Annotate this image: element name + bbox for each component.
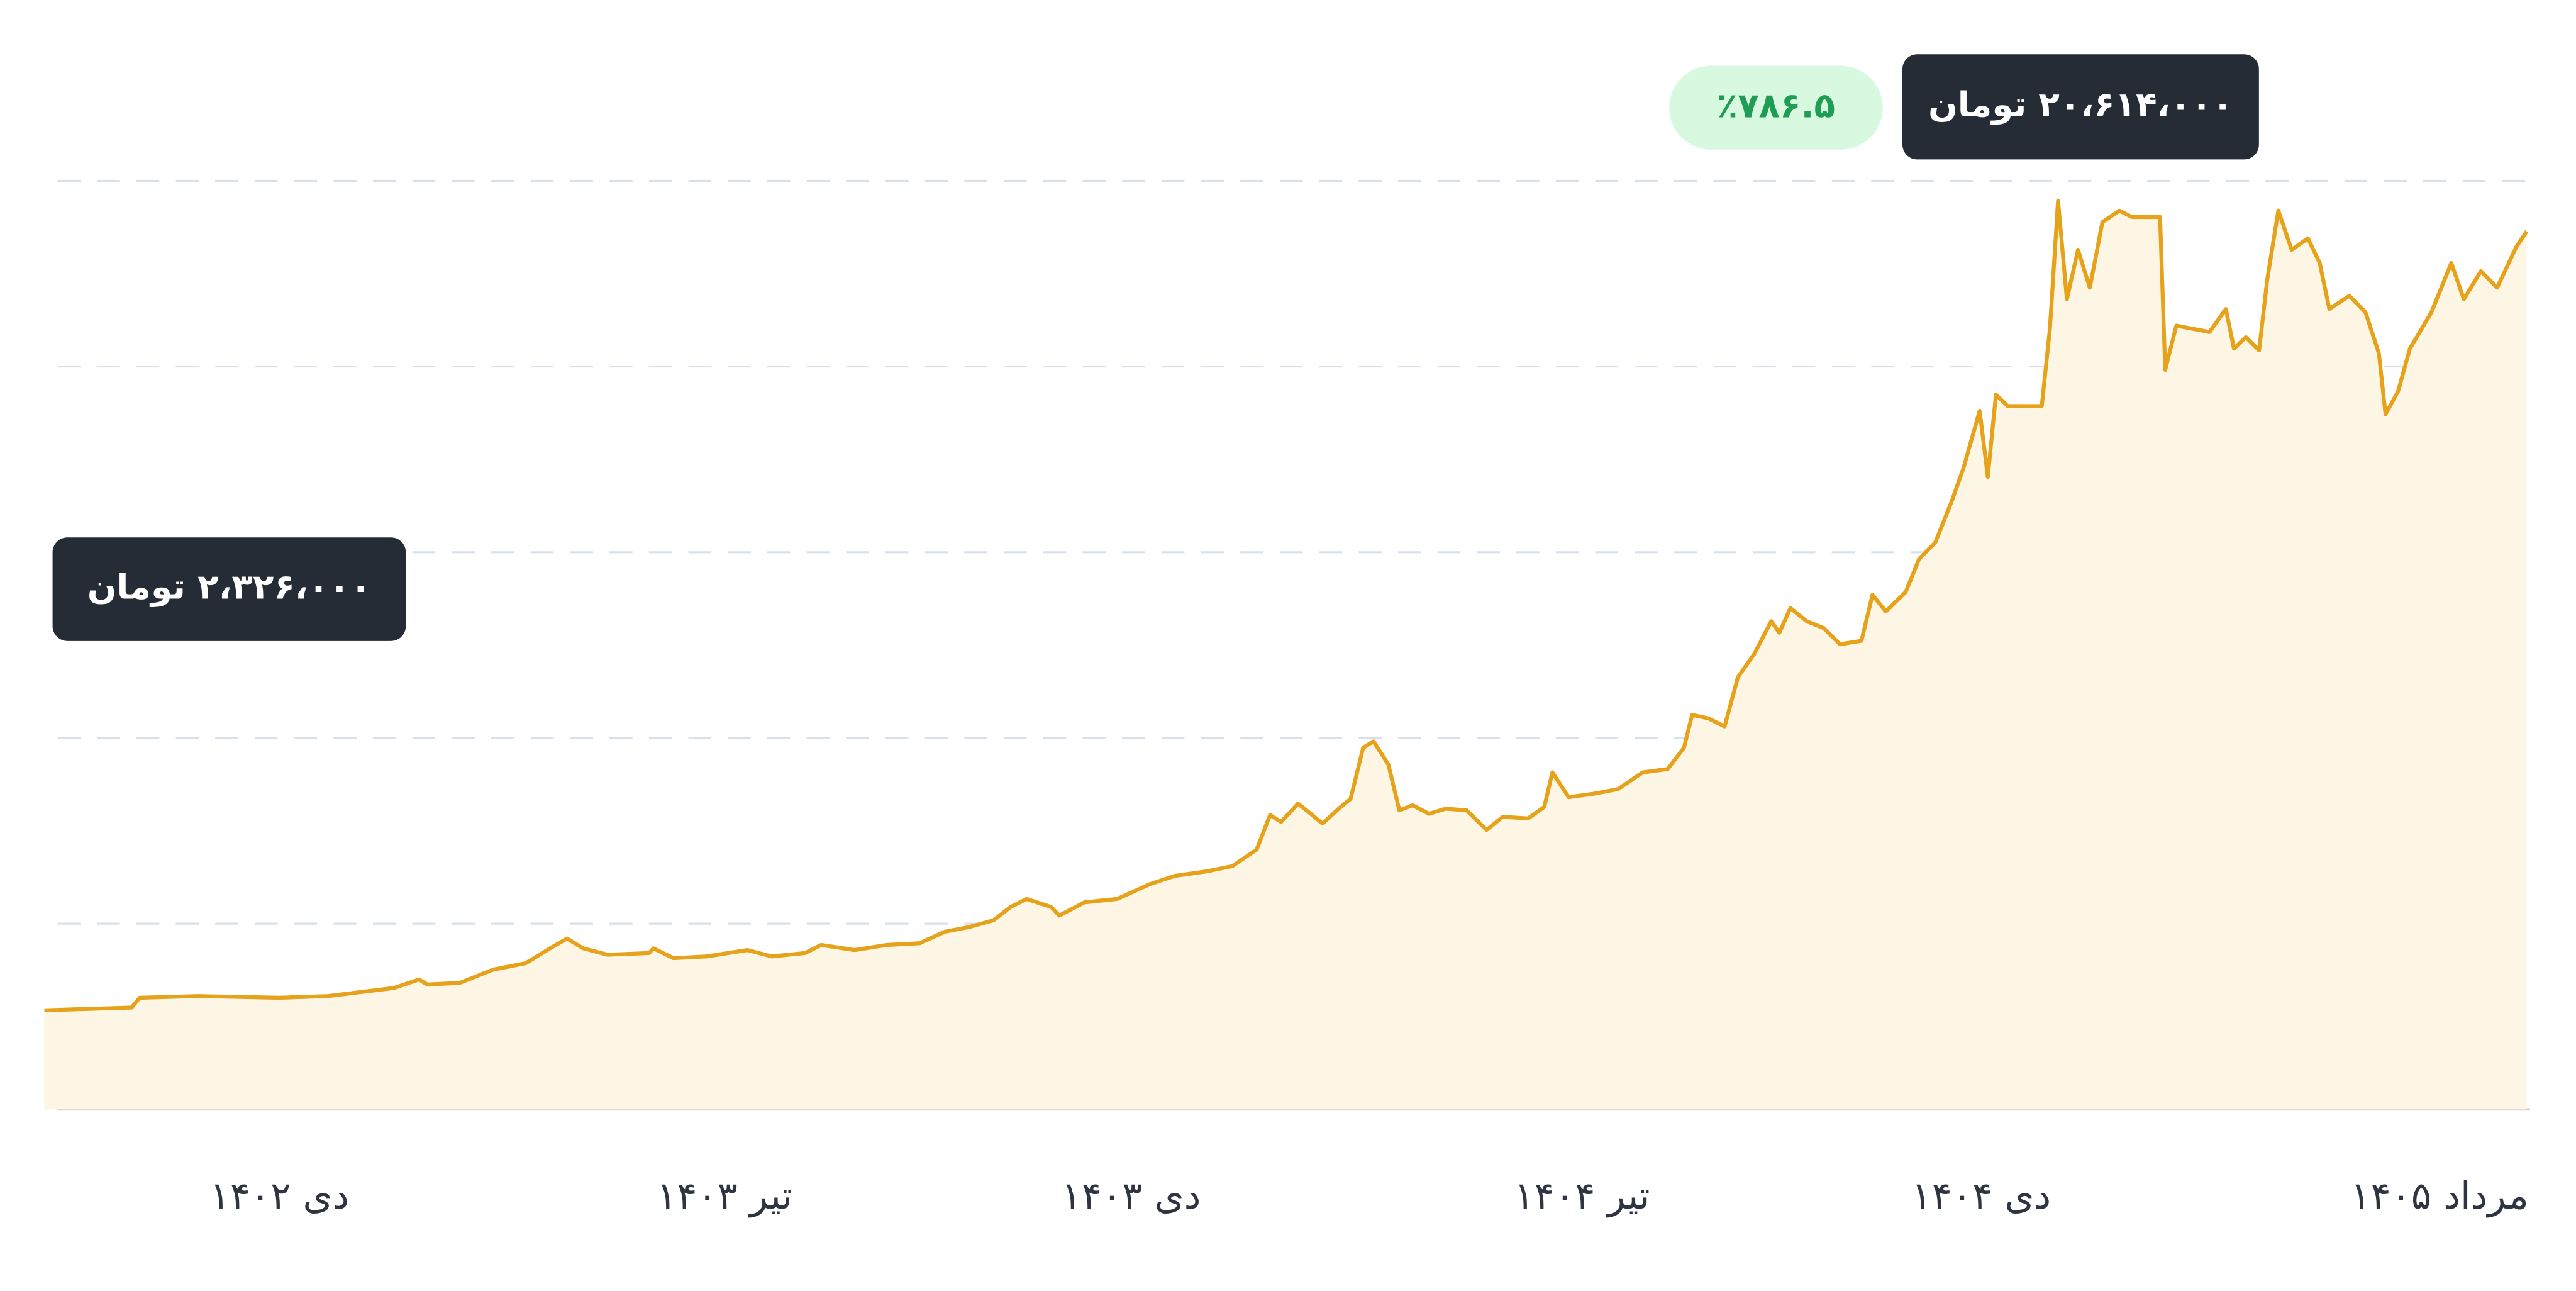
x-tick-label: دی ۱۴۰۴: [1911, 1174, 2051, 1218]
x-tick-label: دی ۱۴۰۲: [209, 1174, 349, 1218]
plot: [44, 199, 2529, 1110]
x-tick-label: مرداد ۱۴۰۵: [2350, 1174, 2529, 1218]
x-tick-label: دی ۱۴۰۳: [1061, 1174, 1201, 1218]
x-axis: دی ۱۴۰۲ تیر ۱۴۰۳ دی ۱۴۰۳ تیر ۱۴۰۴ دی ۱۴۰۴ مرد…: [209, 1174, 2528, 1218]
end-badge: [1902, 54, 2259, 160]
start-badge: [52, 537, 406, 641]
price-line: [44, 199, 2529, 1012]
x-tick-label: تیر ۱۴۰۴: [1514, 1174, 1650, 1218]
change-label: ٪۷۸۶.۵: [1717, 85, 1835, 125]
change-badge: [1669, 65, 1883, 150]
x-tick-label: تیر ۱۴۰۳: [657, 1174, 792, 1218]
start-label: ۲،۳۲۶،۰۰۰ تومان: [87, 567, 371, 608]
end-label: ۲۰،۶۱۴،۰۰۰ تومان: [1928, 84, 2233, 125]
area: [44, 201, 2527, 1110]
